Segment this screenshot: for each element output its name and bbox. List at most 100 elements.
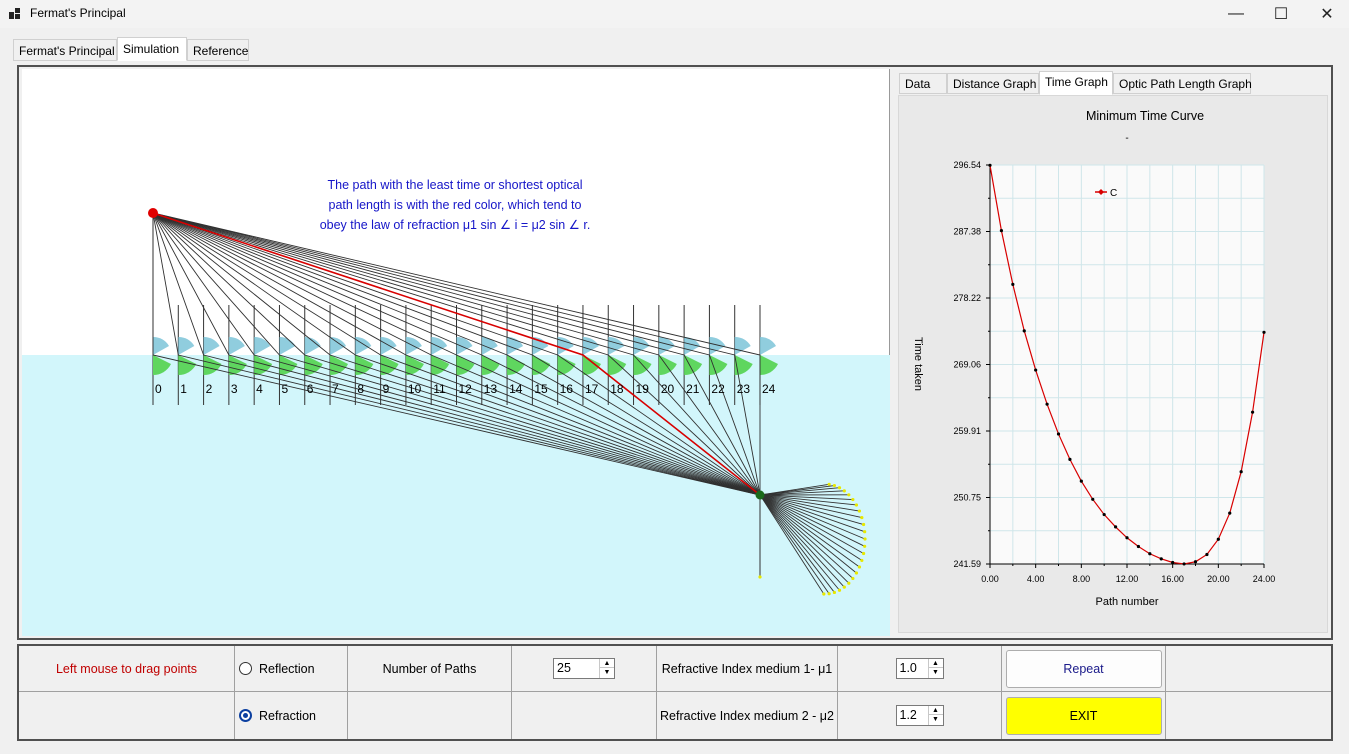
data-point	[1102, 512, 1106, 517]
data-point	[1228, 511, 1232, 515]
incident-angle-marker	[684, 336, 701, 355]
spin-down-icon[interactable]: ▼	[932, 669, 939, 676]
empty-cell	[19, 692, 235, 739]
incident-angle-marker	[760, 336, 776, 355]
empty-cell	[1166, 692, 1331, 739]
exit-button[interactable]: EXIT	[1005, 696, 1162, 735]
exit-cell: EXIT	[1002, 692, 1166, 739]
data-point	[999, 229, 1004, 233]
info-message-line: The path with the least time or shortest…	[327, 178, 583, 192]
mu1-label-cell: Refractive Index medium 1- μ1	[657, 646, 838, 692]
incident-angle-marker	[330, 336, 347, 355]
fan-line	[759, 494, 857, 506]
fan-line	[759, 494, 862, 519]
ray-path	[152, 212, 761, 495]
reflection-option[interactable]: Reflection	[235, 646, 348, 692]
fan-line	[759, 490, 845, 496]
tab-data[interactable]: Data	[899, 73, 947, 94]
fan-line	[759, 494, 857, 574]
legend-label: C	[1110, 188, 1117, 199]
fan-line	[759, 494, 830, 594]
path-number-label: 23	[736, 382, 751, 396]
mu2-value: 1.2	[899, 708, 917, 722]
path-number-label: 20	[660, 382, 675, 396]
path-number-label: 14	[509, 382, 523, 396]
fan-line	[759, 494, 854, 579]
refracted-angle-marker	[734, 355, 753, 376]
fan-point	[758, 575, 762, 579]
refracted-angle-marker	[760, 355, 778, 376]
tab-reference[interactable]: Reference	[187, 39, 249, 61]
maximize-button[interactable]: ☐	[1258, 0, 1304, 28]
path-number-label: 13	[483, 382, 498, 396]
fan-point	[854, 503, 859, 507]
simulation-canvas[interactable]: The path with the least time or shortest…	[22, 69, 890, 636]
tab-simulation[interactable]: Simulation	[117, 37, 187, 61]
fan-line	[759, 494, 864, 554]
refracted-angle-marker	[456, 355, 475, 376]
fan-line	[759, 487, 840, 496]
path-number-label: 18	[610, 382, 624, 396]
ray-diagram[interactable]	[22, 69, 890, 636]
fan-point	[861, 551, 866, 556]
y-tick-label: 296.54	[953, 160, 981, 170]
fan-point	[854, 571, 859, 575]
y-tick-label: 287.38	[953, 227, 981, 237]
x-tick-label: 24.00	[1253, 574, 1276, 584]
incident-angle-marker	[380, 336, 397, 355]
path-number-label: 11	[433, 382, 446, 396]
path-number-label: 8	[357, 382, 365, 396]
empty-cell	[348, 692, 512, 739]
reflection-radio[interactable]	[239, 662, 252, 675]
incident-angle-marker	[178, 336, 195, 355]
spin-up-icon[interactable]: ▲	[928, 706, 943, 715]
target-point	[755, 490, 765, 500]
ray-path	[152, 212, 761, 496]
spin-up-icon[interactable]: ▲	[600, 659, 614, 668]
mu1-stepper[interactable]: 1.0 ▲ ▼	[895, 658, 944, 679]
refraction-radio[interactable]	[239, 709, 252, 722]
ray-path	[152, 212, 761, 496]
data-point	[1136, 544, 1141, 549]
close-button[interactable]: ✕	[1304, 0, 1349, 28]
x-tick-label: 20.00	[1207, 574, 1230, 584]
path-number-label: 19	[635, 382, 649, 396]
fan-point	[861, 522, 866, 527]
fan-point	[837, 588, 842, 592]
least-time-ray	[152, 212, 761, 496]
mu2-stepper[interactable]: 1.2 ▲ ▼	[895, 705, 944, 726]
path-number-label: 22	[711, 382, 725, 396]
refraction-option[interactable]: Refraction	[235, 692, 348, 739]
app-icon	[9, 8, 21, 20]
tab-optic-path-length-graph[interactable]: Optic Path Length Graph	[1113, 73, 1252, 94]
refracted-angle-marker	[481, 355, 500, 376]
spin-down-icon[interactable]: ▼	[932, 716, 939, 723]
path-number-label: 9	[382, 382, 390, 396]
repeat-button[interactable]: Repeat	[1005, 649, 1162, 688]
spin-up-icon[interactable]: ▲	[928, 659, 943, 668]
incident-angle-marker	[658, 336, 675, 355]
tab-fermats-principal[interactable]: Fermat's Principal	[13, 39, 117, 61]
chart-title: Minimum Time Curve	[1086, 109, 1204, 123]
fan-point	[842, 489, 846, 493]
ray-path	[152, 212, 761, 496]
num-paths-stepper[interactable]: 25 ▲ ▼	[553, 658, 615, 679]
path-number-label: 17	[584, 382, 599, 396]
info-message: The path with the least time or shortest…	[290, 175, 620, 235]
refracted-angle-marker	[254, 355, 273, 376]
y-tick-label: 259.91	[953, 426, 981, 436]
data-point	[1193, 560, 1198, 564]
tab-time-graph[interactable]: Time Graph	[1039, 71, 1113, 95]
fan-line	[759, 494, 866, 540]
fan-line	[759, 494, 853, 500]
ray-path	[152, 212, 761, 496]
mu1-value: 1.0	[899, 661, 917, 675]
x-tick-label: 16.00	[1161, 574, 1184, 584]
minimize-button[interactable]: —	[1213, 0, 1259, 28]
path-number-label: 5	[281, 382, 289, 396]
x-axis-label: Path number	[1096, 596, 1159, 608]
incident-angle-marker	[608, 336, 625, 355]
spin-down-icon[interactable]: ▼	[603, 669, 611, 676]
tab-distance-graph[interactable]: Distance Graph	[947, 73, 1039, 94]
reflection-label: Reflection	[259, 661, 315, 676]
